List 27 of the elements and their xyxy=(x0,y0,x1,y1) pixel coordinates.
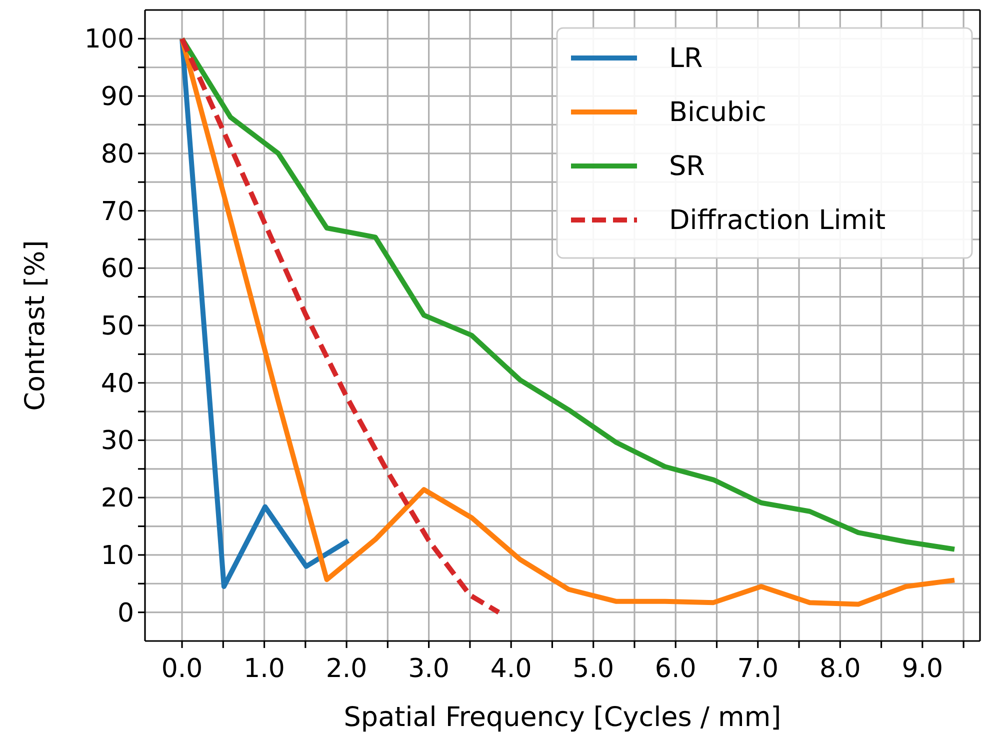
y-tick-label: 100 xyxy=(84,24,134,55)
legend-label: LR xyxy=(669,43,703,74)
x-tick-label: 6.0 xyxy=(654,654,696,684)
x-axis-title: Spatial Frequency [Cycles / mm] xyxy=(344,702,782,733)
x-tick-label: 5.0 xyxy=(572,654,614,684)
x-tick-label: 4.0 xyxy=(490,654,532,684)
y-axis-title: Contrast [%] xyxy=(20,240,51,411)
y-tick-label: 10 xyxy=(100,540,134,571)
legend-label: SR xyxy=(669,151,705,182)
y-tick-label: 0 xyxy=(117,598,134,628)
y-tick-label: 50 xyxy=(100,312,134,342)
y-tick-label: 90 xyxy=(100,82,134,112)
y-tick-label: 60 xyxy=(100,254,134,284)
x-tick-label: 7.0 xyxy=(737,654,779,684)
y-tick-label: 30 xyxy=(100,426,134,456)
x-tick-label: 8.0 xyxy=(819,654,861,684)
x-tick-label: 2.0 xyxy=(326,654,368,684)
x-tick-label: 0.0 xyxy=(161,654,203,684)
legend-label: Diffraction Limit xyxy=(669,205,886,236)
legend-label: Bicubic xyxy=(669,97,766,128)
x-tick-label: 1.0 xyxy=(244,654,285,684)
x-tick-label: 3.0 xyxy=(408,654,450,684)
y-tick-label: 40 xyxy=(100,368,134,399)
y-tick-label: 20 xyxy=(100,484,134,514)
x-tick-label: 9.0 xyxy=(902,654,944,684)
y-tick-label: 80 xyxy=(100,139,134,170)
y-tick-label: 70 xyxy=(100,196,134,227)
